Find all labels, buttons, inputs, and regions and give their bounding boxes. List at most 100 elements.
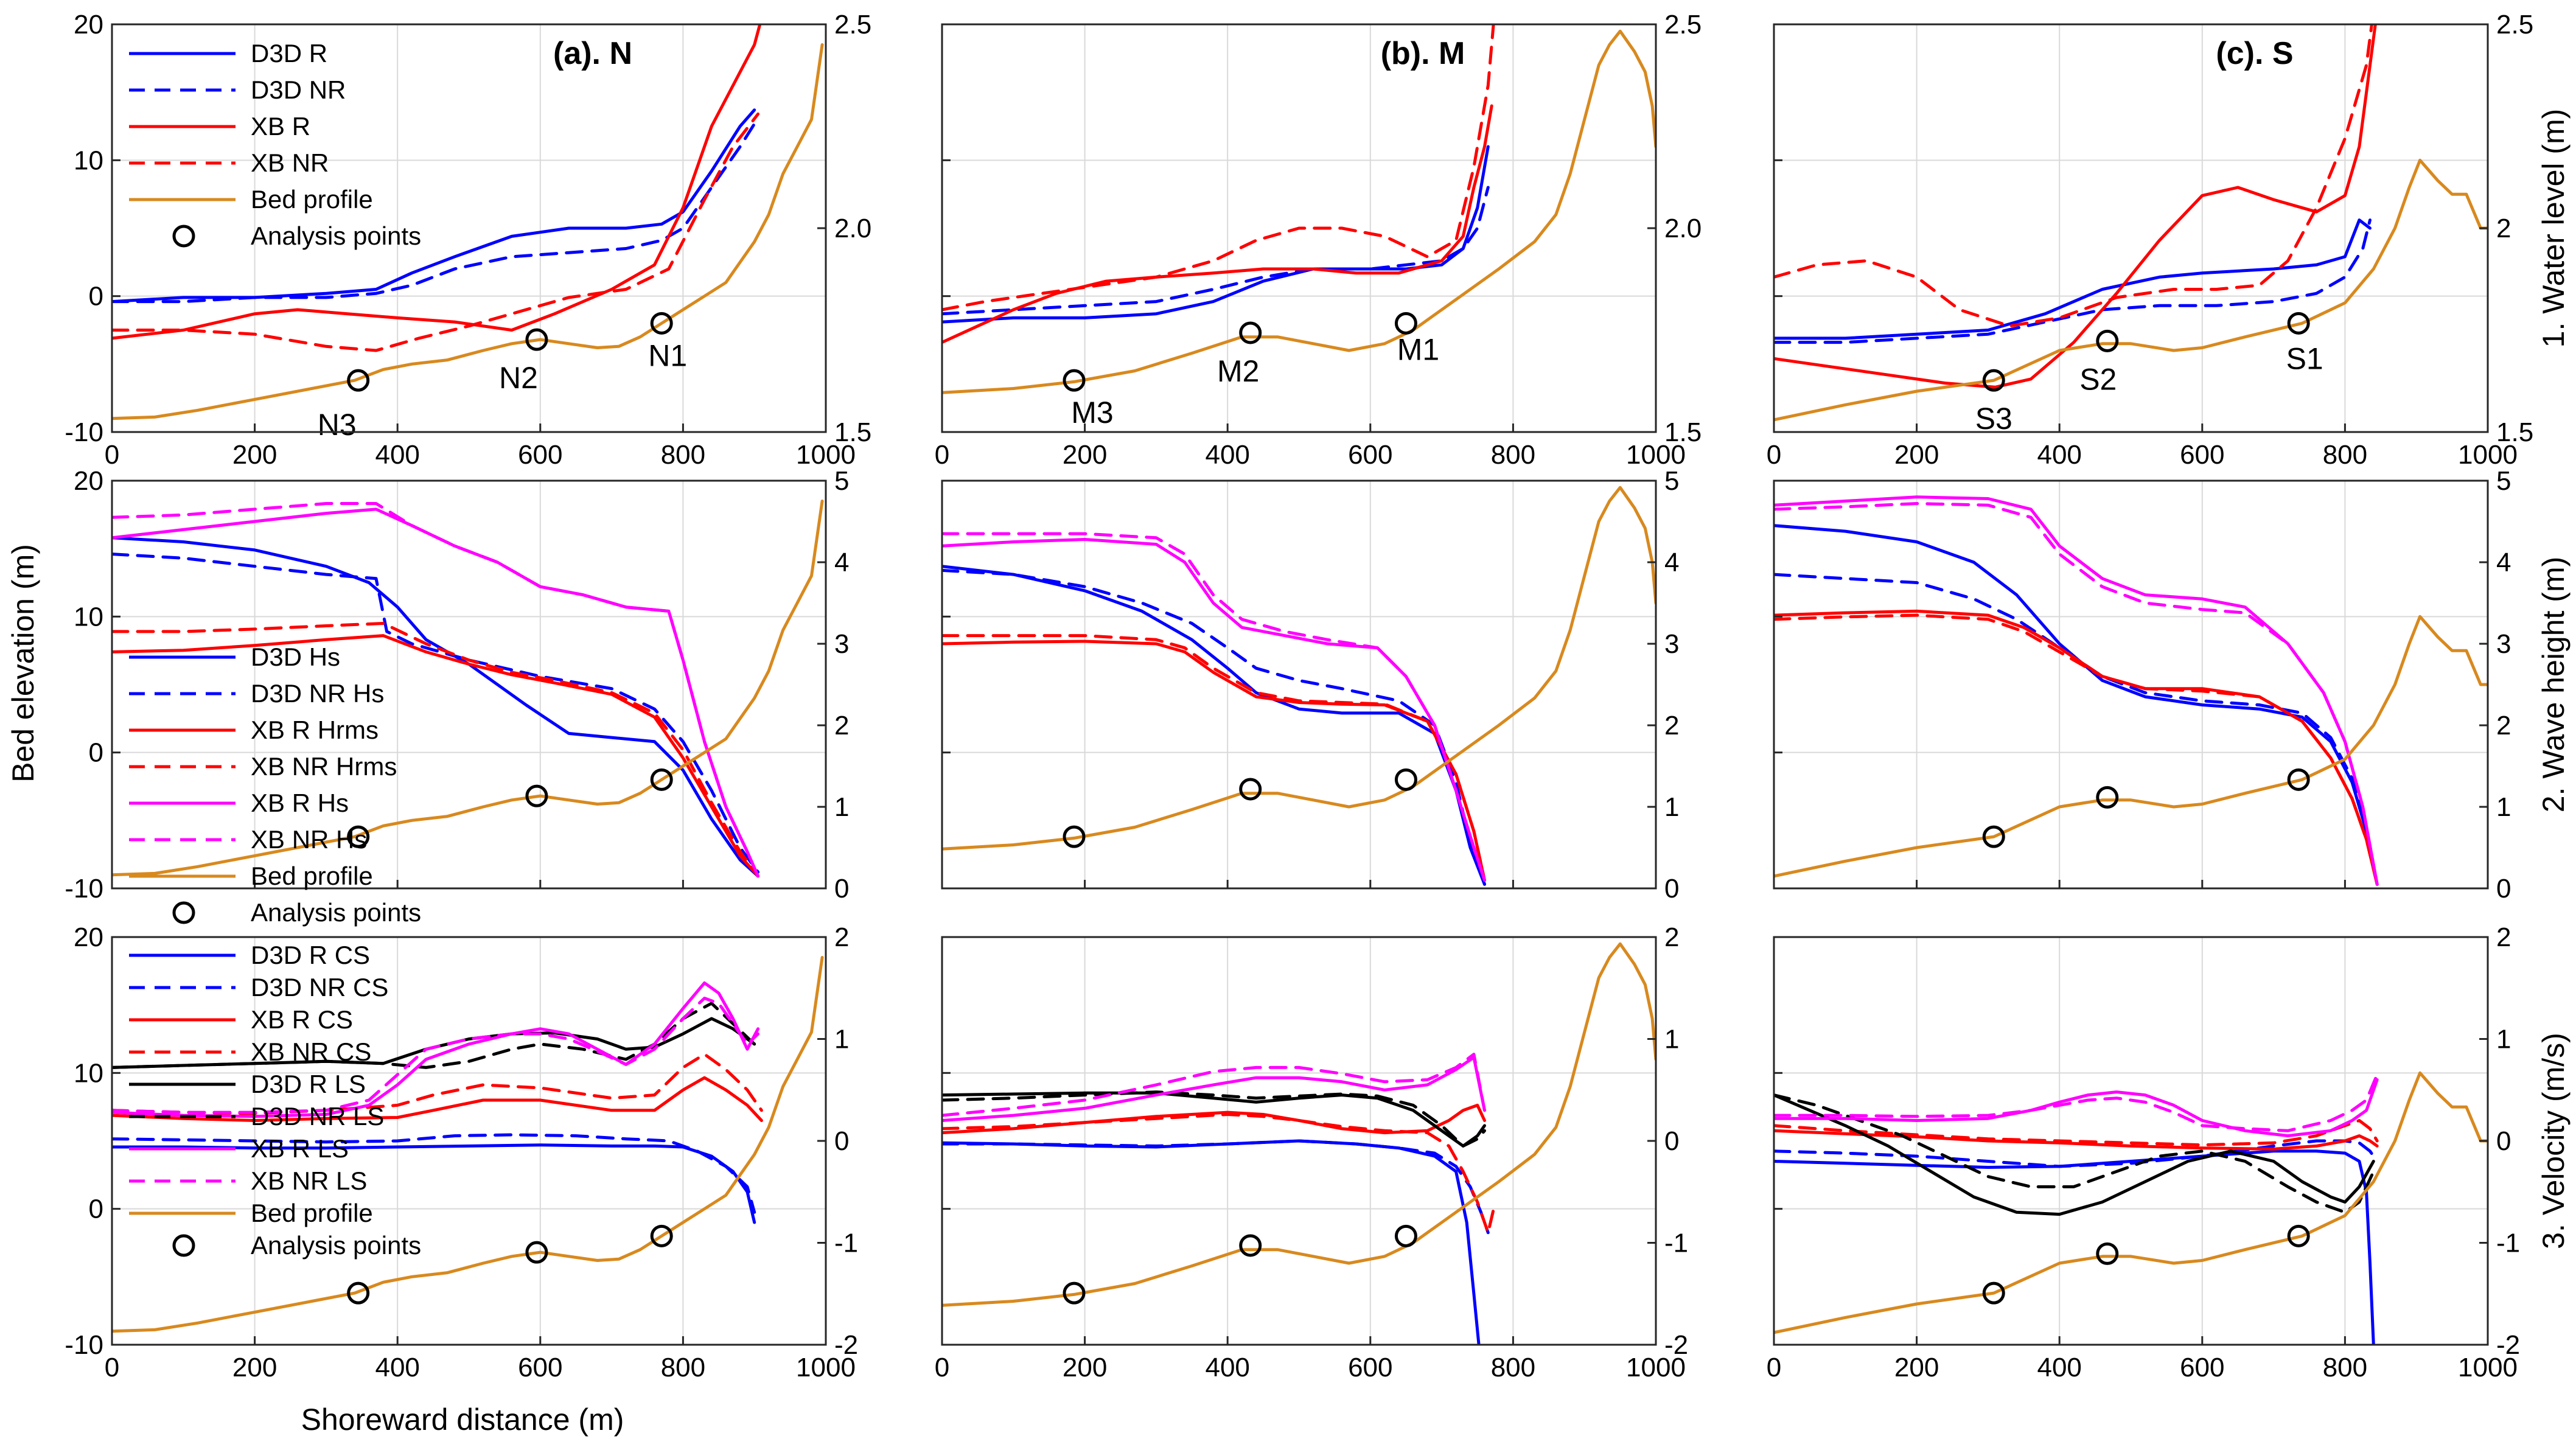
panel-dN: -10 0 10 20 0 1 2 3 4 5 D3D Hs D3D NR Hs XB R Hrms XB… bbox=[65, 466, 849, 927]
series-line-d3d-nr-hs bbox=[112, 552, 760, 874]
left-tick-label: 20 bbox=[74, 466, 103, 496]
analysis-point-marker bbox=[525, 328, 548, 351]
legend-label-analysis-points: Analysis points bbox=[251, 1231, 421, 1260]
x-tick-label: 200 bbox=[232, 440, 277, 470]
legend-label-xb-nr-cs: XB NR CS bbox=[251, 1037, 371, 1066]
legend-label-bed-profile: Bed profile bbox=[251, 862, 373, 890]
right-tick-label: 2.5 bbox=[1664, 10, 1702, 40]
x-tick-label: 800 bbox=[1491, 1353, 1535, 1382]
series-line-d3d-r bbox=[1774, 218, 2372, 340]
panel-bM: M1 M2 M3 1.5 2.0 2.5 0 200 400 600 800 1000 (b). M bbox=[935, 10, 1702, 470]
right-tick-label: -1 bbox=[2496, 1229, 2520, 1258]
right-tick-label: 1 bbox=[1664, 792, 1679, 822]
right-tick-label: -1 bbox=[834, 1229, 858, 1258]
analysis-point-marker bbox=[347, 1281, 370, 1305]
series-line-xb-r-ls bbox=[942, 1056, 1486, 1122]
point-label-m1: M1 bbox=[1397, 332, 1439, 366]
x-tick-label: 400 bbox=[375, 1353, 419, 1382]
series-line-xb-r-cs bbox=[1774, 1129, 2379, 1151]
right-tick-label: 5 bbox=[2496, 466, 2511, 496]
left-tick-label: 10 bbox=[74, 145, 103, 175]
right-tick-label: 0 bbox=[1664, 1126, 1679, 1156]
axes-box bbox=[111, 23, 827, 433]
x-tick-label: 800 bbox=[661, 1353, 705, 1382]
legend-marker-analysis-points bbox=[172, 901, 195, 924]
right-tick-label: 1.5 bbox=[834, 417, 871, 447]
x-tick-label: 0 bbox=[935, 1353, 949, 1382]
panel-title: (c). S bbox=[2216, 36, 2293, 71]
series-line-d3d-nr-cs bbox=[112, 1133, 756, 1214]
right-tick-label: 0 bbox=[834, 874, 849, 904]
legend-label-xb-nr-hrms: XB NR Hrms bbox=[251, 752, 397, 781]
series-line-bed-profile bbox=[1774, 615, 2488, 878]
series-line-bed-profile bbox=[942, 942, 1656, 1307]
left-tick-label: 0 bbox=[89, 282, 103, 312]
legend-label-d3d-hs: D3D Hs bbox=[251, 643, 340, 671]
analysis-point-marker bbox=[525, 784, 548, 807]
point-label-s3: S3 bbox=[1975, 402, 2012, 436]
right-tick-label: 1.5 bbox=[1664, 417, 1702, 447]
series-line-bed-profile bbox=[112, 43, 824, 420]
left-tick-label: 10 bbox=[74, 1058, 103, 1088]
right-tick-label: 5 bbox=[1664, 466, 1679, 496]
right-tick-label: 2.5 bbox=[834, 10, 871, 40]
x-tick-label: 1000 bbox=[2458, 440, 2518, 470]
series-line-xb-nr-ls bbox=[1774, 1073, 2379, 1132]
series-line-xb-nr bbox=[1774, 24, 2373, 328]
right-tick-label: 1 bbox=[2496, 792, 2511, 822]
analysis-point-marker bbox=[347, 825, 370, 848]
analysis-point-marker bbox=[2096, 786, 2119, 809]
axes-box bbox=[1773, 479, 2489, 890]
series-line-xb-r-cs bbox=[112, 1076, 763, 1122]
series-line-xb-nr-hrms bbox=[112, 622, 760, 878]
x-tick-label: 400 bbox=[1205, 440, 1249, 470]
series-line-xb-nr-cs bbox=[1774, 1119, 2379, 1147]
series-layer bbox=[112, 500, 824, 878]
legend-label-analysis-points: Analysis points bbox=[251, 898, 421, 927]
series-line-d3d-hs bbox=[942, 565, 1486, 886]
analysis-point-marker bbox=[1239, 778, 1262, 801]
series-line-xb-r-hrms bbox=[112, 634, 760, 878]
series-layer bbox=[1774, 24, 2488, 422]
legend-label-bed-profile: Bed profile bbox=[251, 1199, 373, 1227]
x-tick-label: 0 bbox=[1767, 440, 1781, 470]
panel-eM: 0 1 2 3 4 5 bbox=[941, 466, 1679, 904]
series-line-xb-r bbox=[942, 104, 1493, 344]
right-tick-label: 4 bbox=[1664, 548, 1679, 577]
legend: D3D Hs D3D NR Hs XB R Hrms XB NR Hrms XB R H… bbox=[129, 643, 421, 927]
series-line-bed-profile bbox=[942, 29, 1656, 394]
right-tick-label: 2 bbox=[2496, 711, 2511, 741]
legend-label-xb-nr-hs: XB NR Hs bbox=[251, 825, 367, 854]
right-tick-label: 2.0 bbox=[1664, 214, 1702, 243]
series-line-xb-r-hrms bbox=[1774, 609, 2379, 886]
legend-label-d3d-r: D3D R bbox=[251, 39, 327, 68]
point-label-n1: N1 bbox=[648, 338, 687, 372]
series-layer bbox=[1774, 495, 2488, 886]
right-tick-label: 0 bbox=[2496, 874, 2511, 904]
panel-hM: -2 -1 0 1 2 0 200 400 600 800 1000 bbox=[935, 922, 1688, 1382]
legend-marker-analysis-points bbox=[172, 1234, 195, 1257]
analysis-point-marker bbox=[1063, 369, 1086, 392]
x-tick-label: 200 bbox=[232, 1353, 277, 1382]
series-line-d3d-nr-cs bbox=[1774, 1139, 2379, 1168]
series-line-bed-profile bbox=[1774, 158, 2488, 422]
point-label-m2: M2 bbox=[1217, 354, 1259, 388]
legend-label-d3d-nr: D3D NR bbox=[251, 75, 346, 104]
series-line-xb-r-cs bbox=[942, 1103, 1486, 1135]
analysis-point-marker bbox=[2096, 1242, 2119, 1265]
x-axis-label-shoreward-distance: Shoreward distance (m) bbox=[301, 1403, 624, 1437]
right-tick-label: 0 bbox=[1664, 874, 1679, 904]
analysis-point-marker bbox=[650, 768, 673, 791]
panel-title: (a). N bbox=[553, 36, 632, 71]
series-layer bbox=[942, 942, 1656, 1345]
series-line-d3d-r-cs bbox=[1774, 1149, 2375, 1345]
series-line-d3d-r-ls bbox=[942, 1091, 1486, 1148]
series-line-d3d-r-cs bbox=[112, 1143, 756, 1224]
series-line-xb-nr-hrms bbox=[1774, 613, 2379, 886]
series-line-xb-r-ls bbox=[1774, 1078, 2379, 1138]
left-tick-label: -10 bbox=[65, 1330, 103, 1360]
series-line-d3d-r-ls bbox=[1774, 1093, 2375, 1216]
x-tick-label: 400 bbox=[2037, 1353, 2081, 1382]
right-tick-label: 1 bbox=[834, 1025, 849, 1054]
analysis-point-marker bbox=[2287, 768, 2310, 791]
